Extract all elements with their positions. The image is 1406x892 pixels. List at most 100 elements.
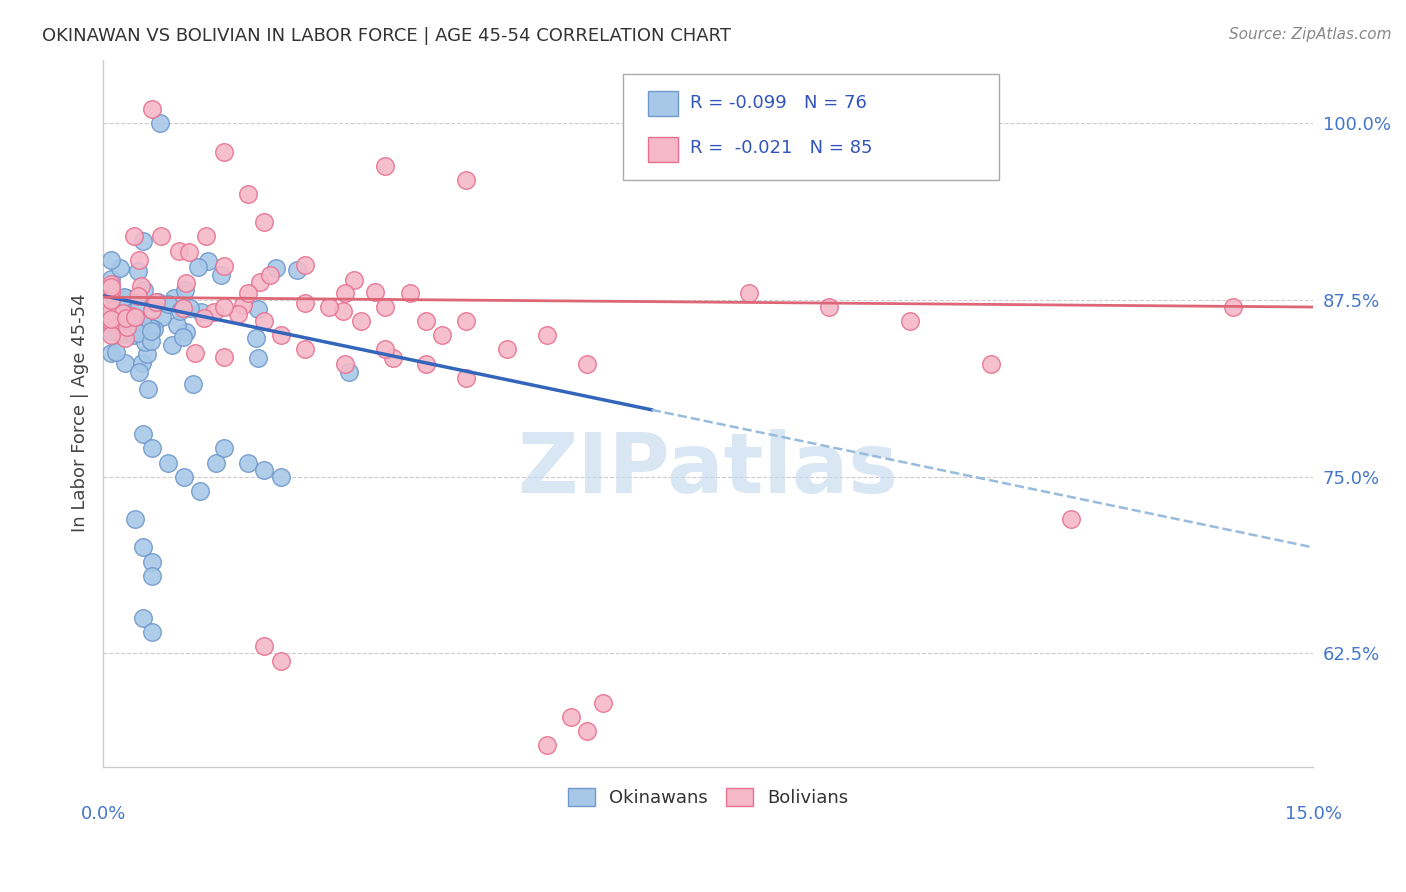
Point <box>184 346 207 360</box>
Point <box>141 568 163 582</box>
Point <box>238 456 260 470</box>
Point <box>124 310 146 324</box>
Point <box>980 357 1002 371</box>
Point <box>214 260 236 274</box>
Point <box>100 304 122 318</box>
Point <box>100 253 122 268</box>
Point <box>172 330 194 344</box>
Point <box>195 229 218 244</box>
Point <box>107 300 129 314</box>
Point <box>114 356 136 370</box>
Point <box>294 258 316 272</box>
Point <box>173 469 195 483</box>
Point <box>122 316 145 330</box>
Point <box>141 302 163 317</box>
Point <box>100 310 122 325</box>
Point <box>132 235 155 249</box>
Point <box>364 285 387 299</box>
Text: R = -0.099   N = 76: R = -0.099 N = 76 <box>690 95 868 112</box>
Point <box>108 260 131 275</box>
Point <box>166 318 188 332</box>
Point <box>1222 300 1244 314</box>
Point <box>100 327 122 342</box>
Point <box>120 317 142 331</box>
Point <box>100 345 122 359</box>
FancyBboxPatch shape <box>648 91 678 116</box>
Point <box>415 314 437 328</box>
Point <box>181 377 204 392</box>
Point <box>122 321 145 335</box>
Point <box>212 145 235 159</box>
Point <box>350 314 373 328</box>
Point <box>115 311 138 326</box>
Point <box>141 102 163 116</box>
Point <box>333 357 356 371</box>
Point <box>318 300 340 314</box>
Point <box>150 310 173 325</box>
Point <box>100 277 122 291</box>
Point <box>101 288 124 302</box>
Point <box>141 555 163 569</box>
Point <box>270 328 292 343</box>
Point <box>142 296 165 310</box>
Point <box>132 611 155 625</box>
Point <box>128 301 150 315</box>
Point <box>129 279 152 293</box>
Point <box>129 318 152 333</box>
Point <box>264 261 287 276</box>
Point <box>536 328 558 343</box>
Point <box>100 285 122 300</box>
Point <box>149 116 172 130</box>
Point <box>100 311 122 326</box>
Point <box>107 325 129 339</box>
Point <box>128 365 150 379</box>
Point <box>339 365 361 379</box>
Point <box>100 309 122 323</box>
Point <box>187 260 209 274</box>
Text: ZIPatlas: ZIPatlas <box>517 429 898 510</box>
Text: Source: ZipAtlas.com: Source: ZipAtlas.com <box>1229 27 1392 42</box>
Legend: Okinawans, Bolivians: Okinawans, Bolivians <box>561 780 856 814</box>
Point <box>174 276 197 290</box>
Point <box>136 382 159 396</box>
Point <box>112 290 135 304</box>
Point <box>592 696 614 710</box>
Point <box>193 311 215 326</box>
Point <box>285 263 308 277</box>
Point <box>560 710 582 724</box>
Point <box>209 268 232 283</box>
Point <box>114 331 136 345</box>
Point <box>495 343 517 357</box>
Point <box>100 280 122 294</box>
Point <box>115 320 138 334</box>
Point <box>259 268 281 282</box>
Point <box>143 322 166 336</box>
Point <box>141 625 163 640</box>
Point <box>232 298 254 312</box>
Point <box>122 327 145 342</box>
Point <box>121 325 143 339</box>
Point <box>157 297 180 311</box>
Point <box>131 315 153 329</box>
Point <box>139 321 162 335</box>
Point <box>333 285 356 300</box>
Point <box>122 229 145 244</box>
Point <box>253 463 276 477</box>
Point <box>212 442 235 456</box>
Point <box>139 324 162 338</box>
Point <box>131 356 153 370</box>
Point <box>100 324 122 338</box>
Point <box>190 305 212 319</box>
Point <box>135 347 157 361</box>
Point <box>141 442 163 456</box>
Point <box>156 456 179 470</box>
Point <box>456 173 478 187</box>
Point <box>332 304 354 318</box>
Point <box>174 284 197 298</box>
Point <box>188 483 211 498</box>
Point <box>382 351 405 365</box>
Text: 15.0%: 15.0% <box>1285 805 1341 823</box>
Point <box>111 306 134 320</box>
Point <box>134 334 156 349</box>
Point <box>139 334 162 349</box>
